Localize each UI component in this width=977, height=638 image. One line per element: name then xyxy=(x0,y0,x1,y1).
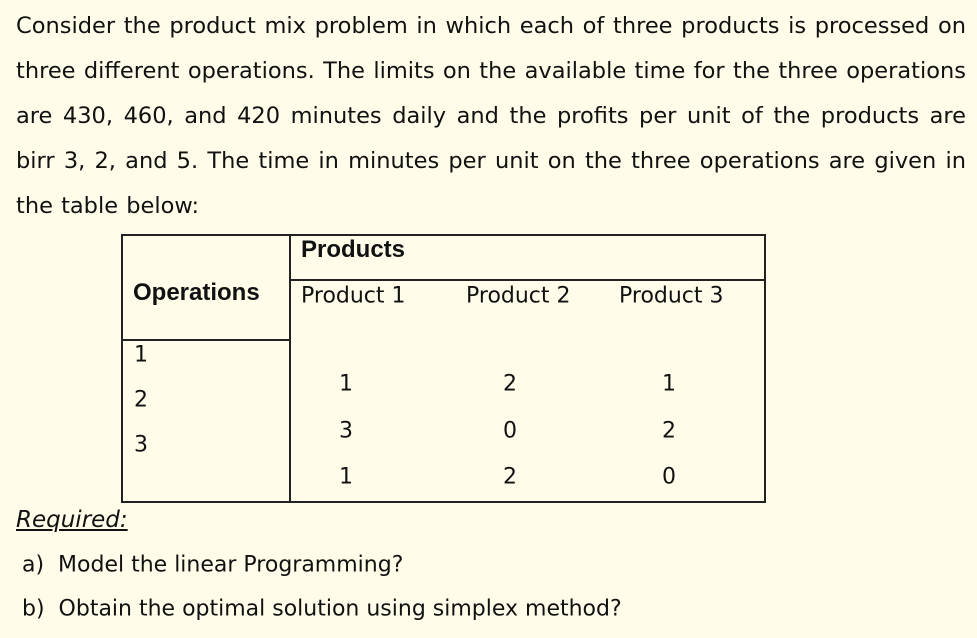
products-header: Products xyxy=(301,236,406,263)
table-cell: 2 xyxy=(503,371,517,397)
table-cell: 2 xyxy=(503,464,517,490)
operation-label: 3 xyxy=(134,432,148,458)
table-cell: 1 xyxy=(339,371,353,397)
table-cell: 0 xyxy=(662,464,676,490)
operation-label: 2 xyxy=(134,387,148,413)
column-header: Product 2 xyxy=(466,283,571,309)
required-item: b) Obtain the optimal solution using sim… xyxy=(22,596,622,622)
column-header: Product 1 xyxy=(301,283,406,309)
required-heading: Required: xyxy=(16,507,128,533)
required-item: a) Model the linear Programming? xyxy=(22,552,404,578)
problem-statement: Consider the product mix problem in whic… xyxy=(16,13,966,219)
operations-header: Operations xyxy=(133,279,260,306)
column-header: Product 3 xyxy=(619,283,724,309)
table-cell: 2 xyxy=(662,418,676,444)
table-cell: 1 xyxy=(339,464,353,490)
operation-label: 1 xyxy=(134,342,148,368)
table-cell: 1 xyxy=(662,371,676,397)
table-cell: 0 xyxy=(503,418,517,444)
table-cell: 3 xyxy=(339,418,353,444)
